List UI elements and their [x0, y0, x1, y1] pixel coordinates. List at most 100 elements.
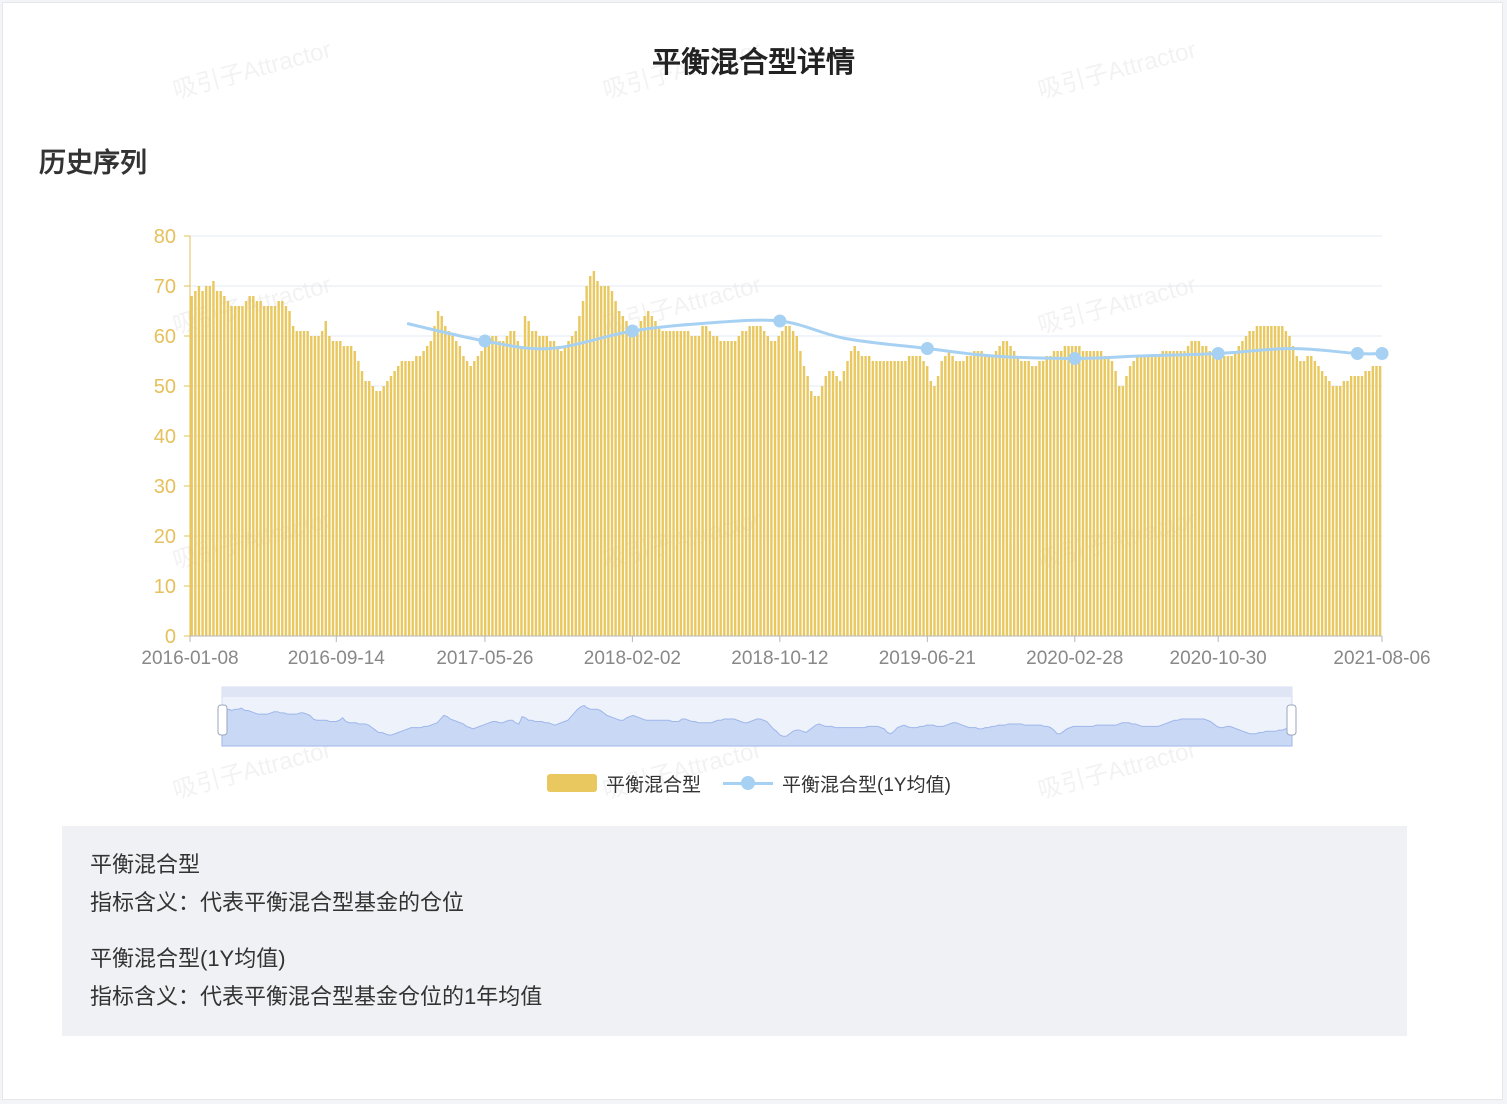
bar — [1335, 386, 1338, 636]
bar — [1121, 386, 1125, 636]
bar — [473, 361, 476, 636]
bar — [252, 296, 255, 636]
bar — [219, 291, 222, 636]
average-point[interactable] — [773, 314, 787, 328]
bar — [1241, 341, 1244, 636]
bar — [929, 381, 933, 636]
zoom-handle-left[interactable] — [217, 704, 228, 736]
average-point[interactable] — [920, 342, 934, 355]
bar — [1299, 361, 1302, 636]
legend-bar-swatch[interactable] — [547, 774, 597, 792]
info-block: 平衡混合型 指标含义：代表平衡混合型基金的仓位 — [90, 846, 1379, 922]
bar — [1027, 361, 1030, 636]
bar — [1266, 326, 1269, 636]
bar — [1186, 346, 1190, 636]
bar — [342, 346, 346, 636]
average-point[interactable] — [1350, 347, 1364, 360]
bar — [770, 341, 773, 636]
bar — [1226, 356, 1230, 636]
bar — [353, 351, 356, 636]
bar — [382, 386, 385, 636]
bar — [839, 381, 842, 636]
bar — [951, 356, 954, 636]
bar — [864, 356, 867, 636]
bar — [1143, 356, 1146, 636]
bar — [1067, 346, 1070, 636]
bar — [922, 361, 925, 636]
zoom-handle-right[interactable] — [1286, 704, 1297, 736]
bar — [980, 351, 983, 636]
bar — [1262, 326, 1266, 636]
average-point[interactable] — [1068, 352, 1082, 365]
bar — [784, 326, 788, 636]
bar — [1049, 356, 1052, 636]
bar — [650, 316, 654, 636]
bar — [273, 306, 277, 636]
bar — [810, 391, 813, 636]
zoom-slider-top-bar[interactable] — [222, 687, 1292, 697]
bar — [1233, 351, 1237, 636]
bar — [1317, 366, 1320, 636]
bar — [1092, 351, 1096, 636]
history-chart: 0 10 20 30 40 50 60 70 80 2016-01-08 2016-09-14 201… — [141, 226, 1431, 747]
bar — [1175, 351, 1179, 636]
average-point[interactable] — [625, 324, 639, 338]
bar — [589, 276, 592, 636]
bar — [1020, 361, 1023, 636]
legend-line-label[interactable]: 平衡混合型(1Y均值) — [782, 774, 951, 796]
bar — [531, 331, 534, 636]
info-name: 平衡混合型(1Y均值) — [90, 946, 286, 971]
bar — [846, 361, 849, 636]
bar — [1371, 366, 1375, 636]
bar — [436, 311, 440, 636]
bar — [712, 336, 715, 636]
bar — [893, 361, 896, 636]
bar — [654, 321, 657, 636]
legend-bar-label[interactable]: 平衡混合型 — [606, 774, 702, 796]
bar — [679, 331, 683, 636]
bar — [324, 321, 327, 636]
bar — [585, 286, 588, 636]
bar — [791, 331, 795, 636]
bar — [512, 331, 516, 636]
bar — [1125, 376, 1128, 636]
bar — [668, 331, 672, 636]
bar — [806, 376, 809, 636]
bar — [291, 326, 295, 636]
bar — [1005, 341, 1009, 636]
average-point[interactable] — [478, 334, 492, 348]
bar — [683, 331, 686, 636]
x-tick-label: 2020-10-30 — [1170, 648, 1267, 669]
bar — [1060, 351, 1063, 636]
bar — [1103, 356, 1106, 636]
bar — [433, 326, 436, 636]
bar — [1056, 351, 1059, 636]
bar — [723, 341, 726, 636]
bar — [277, 301, 280, 636]
bar — [726, 341, 730, 636]
bar — [498, 341, 501, 636]
y-tick-label: 10 — [154, 576, 176, 598]
bar — [962, 361, 965, 636]
bar — [777, 336, 780, 636]
info-block: 平衡混合型(1Y均值) 指标含义：代表平衡混合型基金仓位的1年均值 — [90, 940, 1379, 1016]
bar — [404, 361, 407, 636]
bar — [983, 356, 987, 636]
bar — [407, 361, 411, 636]
bar — [647, 311, 650, 636]
bar — [223, 296, 226, 636]
bar — [233, 306, 237, 636]
bar — [1244, 336, 1248, 636]
bar — [469, 366, 472, 636]
bar — [1331, 386, 1335, 636]
average-point[interactable] — [1211, 347, 1225, 360]
bar — [310, 336, 313, 636]
bar — [480, 351, 483, 636]
bar — [853, 346, 856, 636]
bar — [364, 381, 367, 636]
bar — [494, 336, 498, 636]
legend-line-swatch[interactable] — [723, 774, 774, 792]
average-point[interactable] — [1375, 347, 1389, 360]
bar — [1179, 351, 1183, 636]
bar — [386, 381, 389, 636]
